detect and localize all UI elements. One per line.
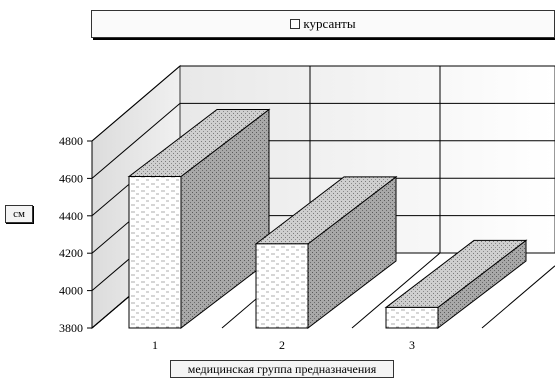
y-tick-label: 3800 [59,321,83,335]
bar-3 [384,239,528,330]
bar-front [128,176,182,329]
x-tick-label: 2 [279,338,285,352]
y-axis-label: см [5,205,33,223]
y-tick-label: 4400 [59,209,83,223]
x-axis-label: медицинская группа предназначения [170,360,394,378]
x-tick-label: 3 [409,338,415,352]
chart-title [140,0,440,5]
y-tick-label: 4800 [59,134,83,148]
y-tick-label: 4000 [59,284,83,298]
legend: курсанты [91,10,555,38]
legend-swatch-icon [290,19,301,29]
bar-front [255,243,309,329]
floor-line [351,252,441,329]
y-tick-label: 4600 [59,171,83,185]
gridline-side [91,65,181,142]
x-tick-label: 1 [152,338,158,352]
y-axis-ticks: 3800 4000 4200 4400 4600 4800 [59,134,93,335]
bar-1 [127,108,271,330]
y-tick-label: 4200 [59,246,83,260]
chart-bars [127,108,528,330]
gridline-side [91,103,181,179]
x-axis-ticks: 1 2 3 [152,338,415,352]
bar-2 [254,175,398,330]
legend-label: курсанты [303,16,356,31]
floor-line [481,265,555,329]
bar-front [385,306,439,329]
